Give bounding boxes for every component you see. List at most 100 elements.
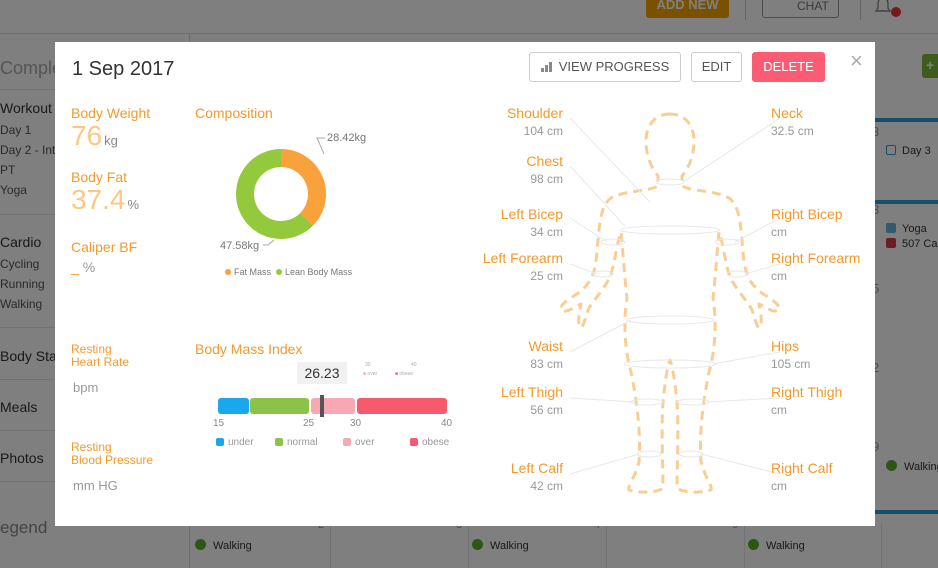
caliper-bf-unit: %: [82, 259, 96, 275]
modal-date: 1 Sep 2017: [72, 58, 175, 80]
body-weight-label: Body Weight: [71, 105, 151, 121]
measurement-name: Right Bicep: [771, 206, 843, 222]
leader-line: [706, 397, 781, 403]
bmi-title: Body Mass Index: [195, 341, 303, 357]
leader-line: [316, 137, 325, 155]
right-forearm-measure-line: [726, 270, 748, 278]
measurement-value: cm: [771, 479, 787, 493]
body-weight-unit: kg: [104, 133, 118, 148]
view-progress-button[interactable]: VIEW PROGRESS: [529, 52, 681, 82]
close-icon[interactable]: ×: [850, 48, 863, 73]
measurement-name: Left Calf: [510, 460, 563, 476]
composition-title: Composition: [195, 105, 273, 121]
measurement-left-thigh: Left Thigh 56 cm: [433, 384, 563, 417]
measurement-right-thigh: Right Thigh cm: [771, 384, 891, 417]
leader-line: [569, 453, 640, 475]
hips-measure-line: [623, 359, 717, 369]
body-weight-value: 76 kg: [71, 120, 118, 152]
composition-legend: Fat Mass Lean Body Mass: [225, 267, 352, 277]
waist-measure-line: [625, 315, 715, 325]
body-outline: [559, 112, 781, 494]
measurement-right-bicep: Right Bicep cm: [771, 206, 891, 239]
measurement-value: 104 cm: [523, 124, 563, 138]
bmi-mini-legend-label: over: [367, 371, 378, 377]
right-calf-measure-line: [678, 450, 704, 458]
measurement-waist: Waist 83 cm: [433, 338, 563, 371]
body-outline-figure: [559, 112, 781, 494]
label-line: Blood Pressure: [71, 453, 154, 467]
bmi-value: 26.23: [297, 362, 347, 384]
delete-button[interactable]: DELETE: [752, 52, 825, 82]
legend-swatch: [343, 438, 351, 446]
resting-heart-rate-label: Resting Heart Rate: [71, 343, 129, 369]
bmi-bar-over: [311, 398, 355, 414]
bmi-mini-tick: 30: [365, 362, 371, 368]
legend-dot: [225, 269, 231, 275]
body-fat-label: Body Fat: [71, 169, 128, 185]
bmi-marker: [320, 395, 324, 417]
legend-swatch: [216, 438, 224, 446]
legend-label: normal: [287, 437, 318, 448]
caliper-bf-number: _: [71, 259, 79, 275]
measurement-left-forearm: Left Forearm 25 cm: [433, 250, 563, 283]
measurement-name: Shoulder: [506, 105, 563, 121]
left-forearm-measure-line: [592, 270, 614, 278]
composition-donut-chart: [236, 137, 326, 246]
edit-button[interactable]: EDIT: [691, 52, 742, 82]
leader-line: [569, 397, 636, 403]
body-weight-number: 76: [71, 120, 103, 151]
leader-line: [263, 239, 275, 246]
bmi-legend-obese: obese: [410, 437, 449, 448]
body-stats-modal: 1 Sep 2017 VIEW PROGRESS EDIT DELETE × B…: [55, 42, 875, 526]
measurement-name: Right Forearm: [771, 250, 861, 266]
bmi-bar-under: [218, 398, 249, 414]
measurement-left-calf: Left Calf 42 cm: [433, 460, 563, 493]
measurement-name: Left Forearm: [482, 250, 563, 266]
measurement-value: 83 cm: [530, 357, 563, 371]
measurement-right-calf: Right Calf cm: [771, 460, 891, 493]
body-fat-unit: %: [127, 197, 140, 212]
measurement-name: Hips: [771, 338, 800, 354]
measurement-name: Right Thigh: [771, 384, 843, 400]
measurement-value: 32.5 cm: [771, 124, 814, 138]
measurement-name: Chest: [526, 153, 563, 169]
donut-slice-fat-mass: [280, 149, 326, 226]
bmi-tick: 25: [303, 418, 315, 429]
measurement-chest: Chest 98 cm: [433, 153, 563, 186]
measurement-value: 34 cm: [530, 225, 563, 239]
leader-line: [569, 263, 598, 275]
leader-line: [569, 319, 632, 353]
left-bicep-measure-line: [600, 238, 626, 246]
bmi-tick: 15: [213, 418, 225, 429]
label-line: Resting: [71, 342, 112, 356]
legend-swatch: [410, 438, 418, 446]
body-fat-number: 37.4: [71, 184, 126, 215]
lean-mass-label: 47.58kg: [220, 240, 260, 252]
measurement-value: cm: [771, 225, 787, 239]
bmi-tick: 40: [441, 418, 453, 429]
measurement-name: Right Calf: [771, 460, 833, 476]
measurement-name: Left Bicep: [500, 206, 563, 222]
label-line: Heart Rate: [71, 355, 130, 369]
measurement-value: cm: [771, 269, 787, 283]
measurement-value: 98 cm: [530, 172, 563, 186]
leader-line: [744, 263, 781, 275]
measurement-left-bicep: Left Bicep 34 cm: [433, 206, 563, 239]
label-line: Resting: [71, 440, 112, 454]
legend-dot: [276, 269, 283, 275]
bmi-mini-legend: ■ over: [363, 371, 378, 377]
right-bicep-measure-line: [714, 238, 740, 246]
bmi-legend-under: under: [216, 437, 254, 448]
bmi-mini-legend: ■ obese: [395, 371, 414, 377]
legend-fat: Fat Mass: [234, 267, 272, 277]
bar-chart-icon: [540, 60, 555, 72]
legend-swatch: [275, 438, 283, 446]
measurement-hips: Hips 105 cm: [771, 338, 891, 371]
measurement-value: cm: [771, 403, 787, 417]
legend-label: over: [355, 437, 375, 448]
fat-mass-label: 28.42kg: [327, 132, 367, 144]
measurement-value: 105 cm: [771, 357, 811, 371]
measurement-value: 25 cm: [530, 269, 563, 283]
donut: [236, 149, 326, 239]
bmi-bar-normal: [250, 398, 309, 414]
